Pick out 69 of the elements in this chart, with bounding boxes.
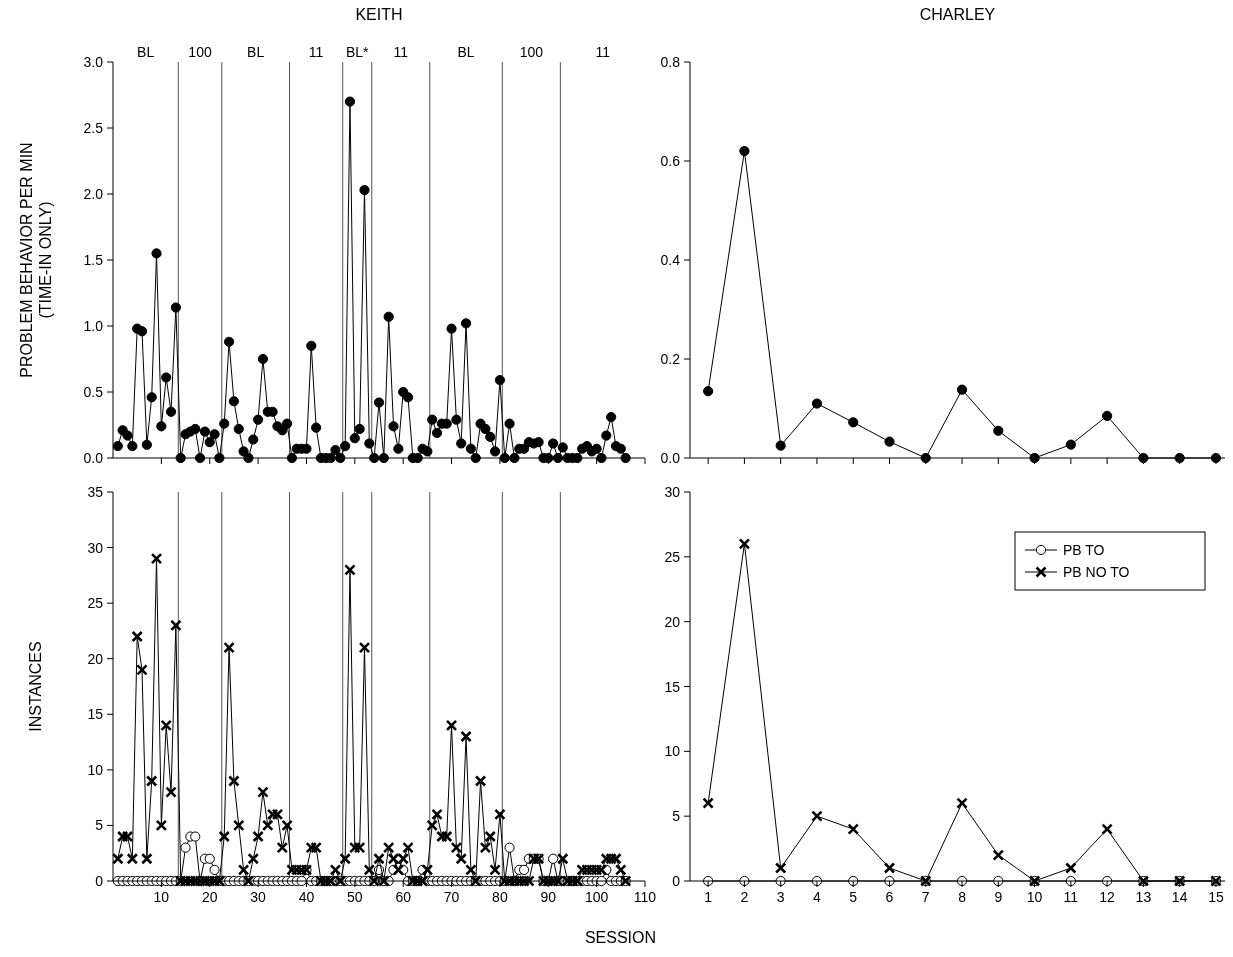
x-tick-label: 10 <box>1026 889 1043 905</box>
x-tick-label: 4 <box>813 889 822 905</box>
text: BL <box>247 44 265 60</box>
y-tick-label: 2.5 <box>83 120 104 136</box>
y-tick-label: 0.5 <box>83 384 104 400</box>
text: 100 <box>188 44 212 60</box>
x-tick-label: 2 <box>740 889 749 905</box>
y-tick-label: 0.4 <box>660 252 681 268</box>
y-tick-label: 1.0 <box>83 318 104 334</box>
x-tick-label: 60 <box>395 889 412 905</box>
x-tick-label: 100 <box>584 889 609 905</box>
x-tick-label: 1 <box>704 889 713 905</box>
y-tick-label: 0.8 <box>660 54 681 70</box>
x-tick-label: 30 <box>250 889 267 905</box>
x-tick-label: 5 <box>849 889 858 905</box>
y-tick-label: 35 <box>87 484 104 500</box>
y-tick-label: 20 <box>87 650 104 667</box>
x-tick-label: 80 <box>492 889 508 905</box>
text: 100 <box>519 44 544 60</box>
y-tick-label: 30 <box>87 539 104 556</box>
y-tick-label: 1.5 <box>83 252 104 268</box>
y-tick-label: 10 <box>87 761 104 778</box>
x-tick-label: 10 <box>153 889 170 905</box>
x-tick-label: 9 <box>994 889 1003 905</box>
x-tick-label: 11 <box>1063 889 1079 905</box>
x-tick-label: 70 <box>443 889 460 905</box>
y-tick-label: 15 <box>664 678 681 695</box>
x-tick-label: 3 <box>776 889 785 905</box>
y-tick-label: 0.6 <box>660 153 681 169</box>
x-tick-label: 8 <box>958 889 967 905</box>
y-axis-title: INSTANCES <box>27 641 44 732</box>
x-tick-label: 15 <box>1208 889 1224 905</box>
text: 11 <box>595 44 611 60</box>
x-tick-label: 20 <box>201 889 218 905</box>
text: BL <box>457 44 475 60</box>
y-tick-label: 2.0 <box>83 186 104 202</box>
text: 11 <box>393 44 409 60</box>
y-tick-label: 5 <box>95 817 104 834</box>
y-tick-label: 20 <box>664 613 681 630</box>
y-tick-label: 0.0 <box>660 450 681 466</box>
y-tick-label: 15 <box>87 706 104 723</box>
x-axis-title: SESSION <box>584 929 657 946</box>
x-tick-label: 13 <box>1135 889 1152 905</box>
x-tick-label: 6 <box>885 889 894 905</box>
text: BL* <box>345 44 370 60</box>
chart-title: KEITH <box>355 6 403 23</box>
text: BL <box>137 44 155 60</box>
x-tick-label: 40 <box>298 889 315 905</box>
text: 11 <box>308 44 324 60</box>
y-axis-title: PROBLEM BEHAVIOR PER MIN (TIME-IN ONLY) <box>18 142 54 378</box>
x-tick-label: 110 <box>633 889 657 905</box>
chart-title: CHARLEY <box>919 6 996 23</box>
y-tick-label: 3.0 <box>83 54 104 70</box>
y-tick-label: 10 <box>664 743 681 760</box>
legend-label: PB TO <box>1063 542 1105 558</box>
y-tick-label: 0.0 <box>83 450 104 466</box>
x-tick-label: 90 <box>540 889 557 905</box>
y-tick-label: 0.2 <box>660 351 681 367</box>
x-tick-label: 7 <box>921 889 930 905</box>
y-tick-label: 0 <box>95 873 104 889</box>
y-tick-label: 30 <box>664 484 681 500</box>
x-tick-label: 12 <box>1099 889 1116 905</box>
y-tick-label: 5 <box>672 808 681 825</box>
y-tick-label: 25 <box>664 548 681 565</box>
x-tick-label: 50 <box>347 889 363 905</box>
legend-label: PB NO TO <box>1063 564 1130 580</box>
x-tick-label: 14 <box>1171 889 1188 905</box>
y-tick-label: 0 <box>672 873 681 889</box>
y-tick-label: 25 <box>87 595 104 612</box>
